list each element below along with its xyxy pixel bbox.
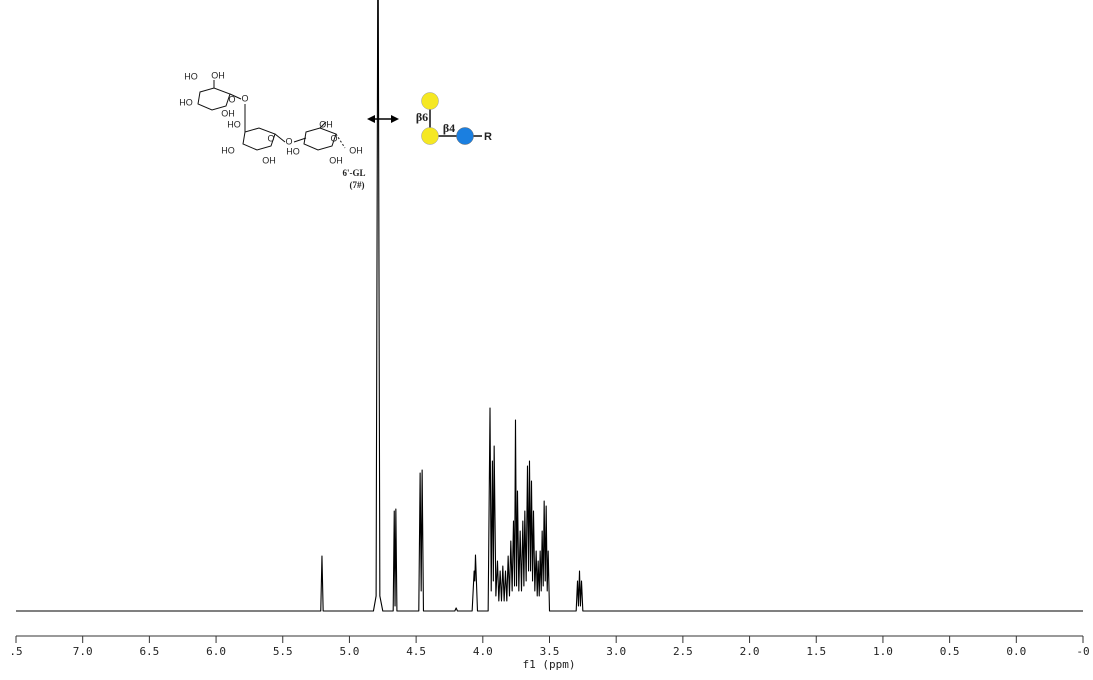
x-tick-label: 0.0 xyxy=(1006,645,1026,658)
annotation: (7#) xyxy=(350,180,365,190)
annotation: β6 xyxy=(416,110,428,124)
galactose xyxy=(421,127,439,145)
x-tick-label: 5.5 xyxy=(273,645,293,658)
annotation: β4 xyxy=(443,121,455,135)
x-axis-label: f1 (ppm) xyxy=(523,658,576,671)
x-tick-label: -0 xyxy=(1076,645,1089,658)
annotation: OH xyxy=(349,145,363,155)
x-tick-label: 3.5 xyxy=(540,645,560,658)
x-tick-label: 0.5 xyxy=(940,645,960,658)
bond xyxy=(293,137,307,143)
bond xyxy=(229,93,242,100)
arrow-head xyxy=(391,115,399,123)
annotation: HO xyxy=(227,119,241,129)
annotation: O xyxy=(267,133,274,143)
ring xyxy=(303,127,337,151)
glycan-symbol xyxy=(421,92,482,145)
x-tick-label: 7.0 xyxy=(73,645,93,658)
x-tick-label: 2.0 xyxy=(740,645,760,658)
x-tick-label: 2.5 xyxy=(673,645,693,658)
bond xyxy=(319,121,327,129)
annotation: HO xyxy=(286,146,300,156)
x-tick-label: 4.5 xyxy=(406,645,426,658)
annotation: HO xyxy=(179,97,193,107)
annotation: O xyxy=(228,94,235,104)
double-arrow xyxy=(367,115,399,123)
annotation: OH xyxy=(329,155,343,165)
annotation: O xyxy=(330,133,337,143)
spectrum-line xyxy=(16,0,1083,612)
annotation: OH xyxy=(319,119,333,129)
galactose xyxy=(421,92,439,110)
x-tick-label: 3.0 xyxy=(606,645,626,658)
annotation: O xyxy=(285,136,292,146)
x-tick-label: 1.0 xyxy=(873,645,893,658)
x-tick-label: .5 xyxy=(9,645,22,658)
annotation: O xyxy=(241,93,248,103)
x-tick-label: 4.0 xyxy=(473,645,493,658)
annotation: OH xyxy=(211,70,225,80)
x-tick-label: 6.5 xyxy=(139,645,159,658)
annotation: 6'-GL xyxy=(342,168,365,178)
x-tick-label: 6.0 xyxy=(206,645,226,658)
ring xyxy=(242,127,276,151)
x-tick-label: 1.5 xyxy=(806,645,826,658)
x-tick-label: 5.0 xyxy=(340,645,360,658)
annotation: OH xyxy=(262,155,276,165)
bond xyxy=(335,133,346,149)
arrow-head xyxy=(367,115,375,123)
annotation: R xyxy=(484,131,492,143)
glucose xyxy=(456,127,474,145)
annotation: HO xyxy=(184,71,198,81)
annotation: OH xyxy=(221,108,235,118)
bond xyxy=(274,133,286,143)
annotation: HO xyxy=(221,145,235,155)
ring xyxy=(197,87,231,111)
